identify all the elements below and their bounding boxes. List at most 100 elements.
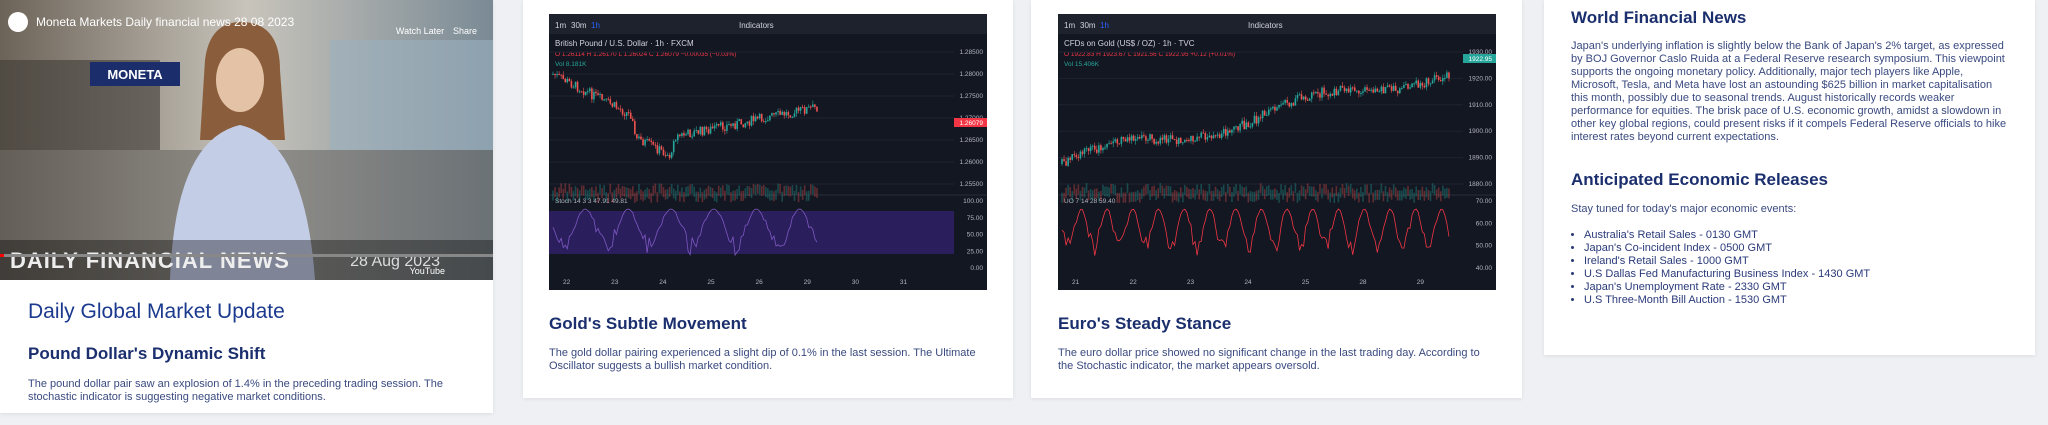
candle — [1061, 159, 1063, 164]
volume — [1300, 185, 1303, 196]
indicators[interactable]: Indicators — [1248, 21, 1283, 30]
candle — [1339, 85, 1342, 91]
candle — [1292, 103, 1295, 106]
volume — [1345, 183, 1348, 194]
volume — [1319, 183, 1321, 194]
interval[interactable]: 1m — [1064, 21, 1075, 30]
volume — [781, 191, 783, 202]
volume — [562, 188, 565, 199]
osc-tick: 25.00 — [967, 248, 984, 255]
candle — [1341, 85, 1344, 88]
last-price: 1.26079 — [960, 120, 984, 127]
price-tick: 1930.00 — [1469, 49, 1493, 56]
candle — [1151, 134, 1153, 139]
volume — [762, 184, 765, 195]
candle — [1333, 88, 1336, 96]
volume — [1155, 190, 1157, 201]
candle — [1405, 83, 1407, 86]
candle — [1429, 83, 1432, 85]
interval[interactable]: 1m — [555, 21, 566, 30]
watch-later[interactable]: Watch Later — [396, 26, 444, 36]
volume — [1401, 190, 1403, 201]
volume — [754, 185, 757, 196]
volume — [1270, 189, 1272, 200]
indicators[interactable]: Indicators — [739, 21, 774, 30]
candle — [1202, 132, 1205, 134]
candle — [650, 140, 653, 142]
share[interactable]: Share — [453, 26, 477, 36]
volume — [1128, 192, 1131, 203]
interval[interactable]: 30m — [571, 21, 587, 30]
candle — [1362, 91, 1364, 93]
volume — [1405, 188, 1407, 199]
video[interactable]: MONETA Moneta Markets Daily financial ne… — [0, 0, 493, 280]
candle — [1257, 117, 1260, 124]
volume — [603, 185, 605, 196]
youtube[interactable]: YouTube — [410, 266, 445, 276]
volume — [740, 191, 743, 202]
candle — [1343, 87, 1346, 92]
candle — [1267, 109, 1270, 115]
candle — [1145, 136, 1147, 141]
candle — [593, 91, 595, 100]
volume — [670, 183, 673, 194]
volume — [1376, 189, 1379, 200]
candle — [1218, 134, 1221, 138]
video-title: Moneta Markets Daily financial news 28 0… — [36, 15, 294, 29]
releases-title: Anticipated Economic Releases — [1571, 170, 1828, 189]
candle — [1192, 135, 1194, 142]
volume — [1351, 188, 1354, 199]
candle — [654, 144, 657, 146]
candle — [1290, 103, 1293, 107]
candle — [642, 139, 644, 146]
volume — [730, 192, 732, 203]
candle — [812, 104, 814, 108]
osc-tick: 70.00 — [1476, 198, 1493, 205]
volume — [1194, 189, 1196, 200]
volume — [799, 186, 802, 197]
volume — [812, 184, 814, 195]
volume — [1333, 192, 1336, 203]
candle — [1444, 77, 1446, 79]
volume — [1419, 190, 1422, 201]
interval[interactable]: 1h — [1100, 21, 1109, 30]
volume — [1075, 188, 1078, 199]
volume — [689, 184, 691, 195]
volume — [1141, 189, 1143, 200]
candle — [1114, 139, 1117, 142]
interval[interactable]: 1h — [591, 21, 600, 30]
candle — [1376, 88, 1379, 92]
candle — [746, 121, 749, 124]
candle — [695, 130, 698, 132]
volume — [1077, 184, 1080, 195]
candle — [1388, 85, 1391, 87]
volume — [1388, 187, 1391, 198]
interval[interactable]: 30m — [1080, 21, 1096, 30]
candle — [1288, 102, 1291, 107]
volume — [621, 185, 624, 196]
candle — [713, 125, 716, 129]
volume — [681, 187, 683, 198]
candle — [1298, 94, 1301, 96]
volume — [1370, 184, 1372, 195]
osc-line — [552, 208, 818, 257]
candle — [795, 107, 798, 114]
volume — [1149, 190, 1151, 201]
candle — [1321, 87, 1323, 98]
candle — [1353, 87, 1356, 91]
volume — [1341, 184, 1344, 195]
volume — [1227, 183, 1229, 194]
volume — [1435, 189, 1438, 200]
candle — [1235, 126, 1237, 128]
candle — [736, 121, 738, 129]
candle — [617, 108, 620, 110]
volume — [1378, 189, 1381, 200]
candle — [1206, 137, 1209, 140]
volume — [1110, 183, 1112, 194]
volume — [595, 186, 597, 197]
volume — [1399, 190, 1401, 201]
candle — [1075, 155, 1078, 158]
volume — [556, 192, 558, 203]
volume — [1313, 186, 1315, 197]
candle — [668, 154, 671, 158]
